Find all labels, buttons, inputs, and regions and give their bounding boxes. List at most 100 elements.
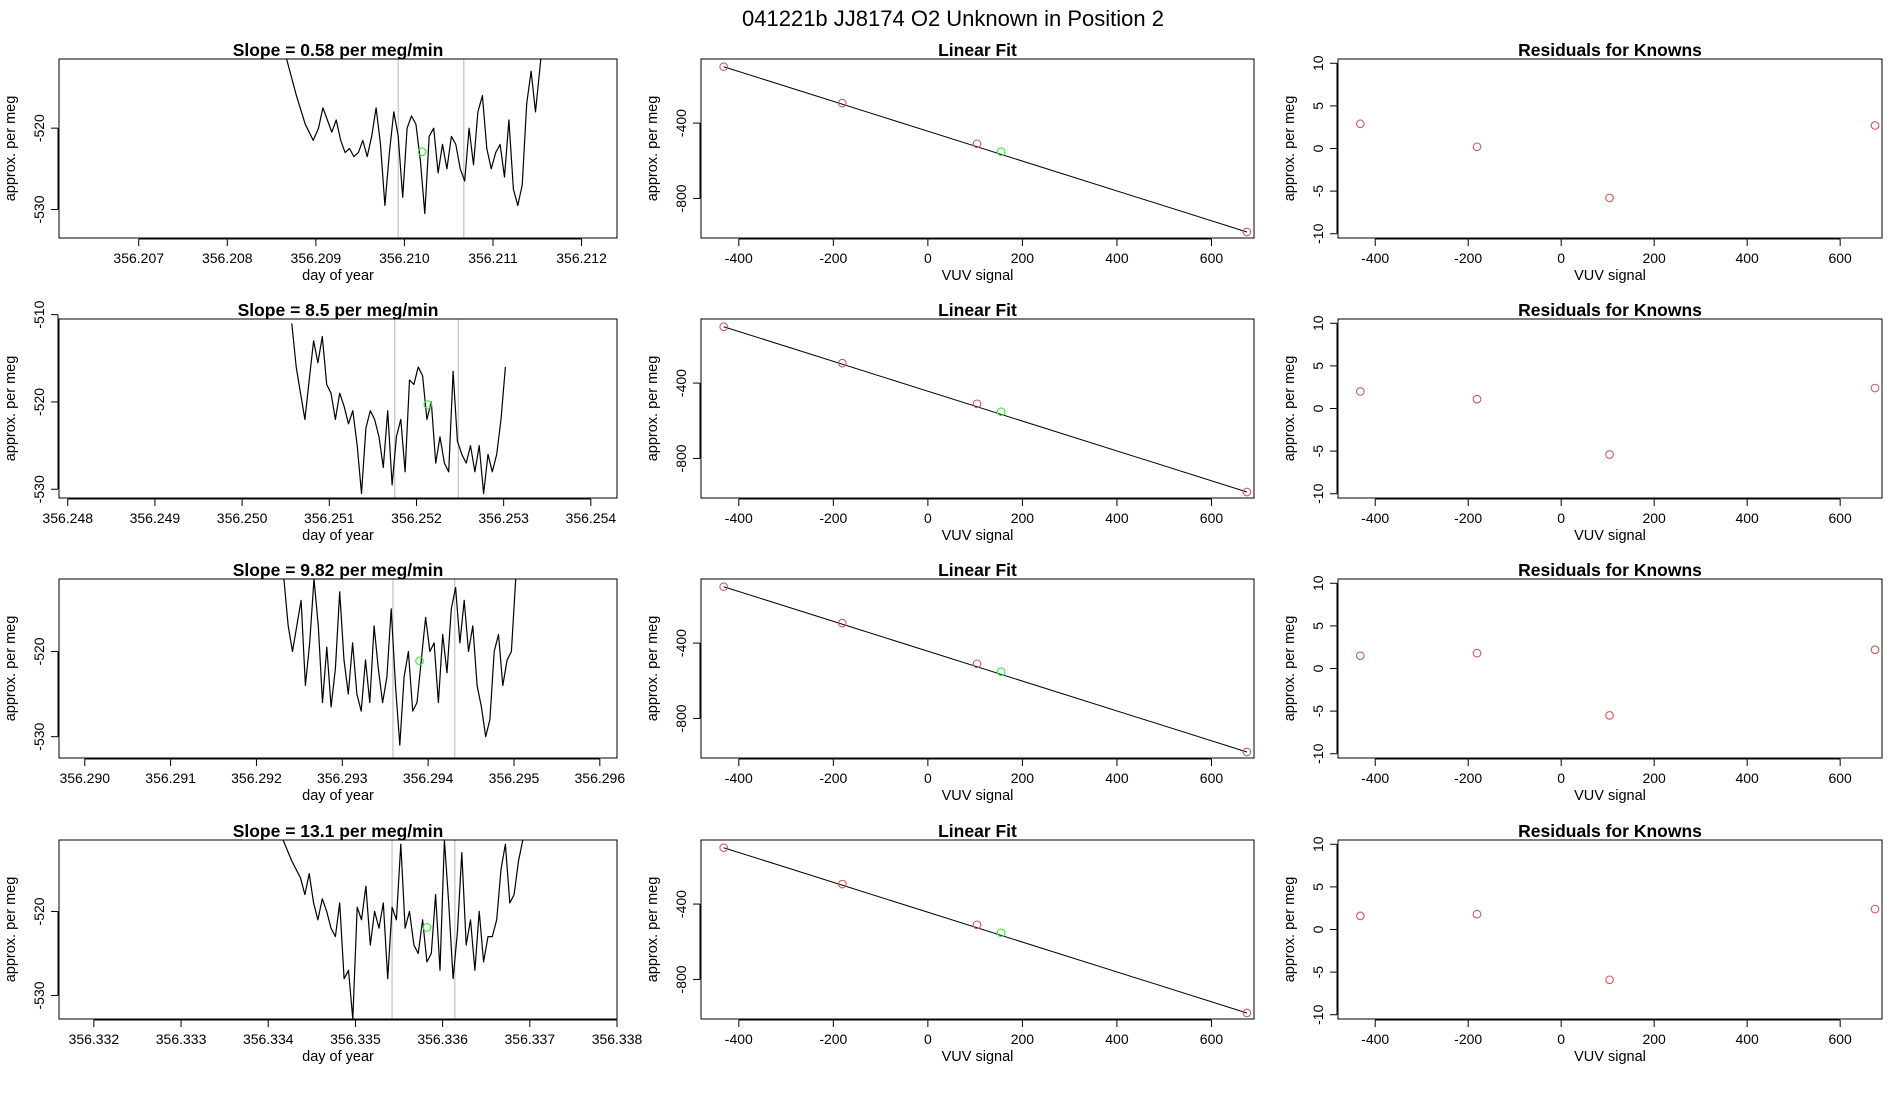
x-tick-label: 356.291 (145, 770, 196, 786)
y-axis-label: approx. per meg (1282, 356, 1298, 462)
x-tick-label: 356.296 (575, 770, 626, 786)
plot-area (719, 322, 1252, 497)
panel-title: Slope = 13.1 per meg/min (233, 821, 444, 841)
plot-area (283, 579, 517, 758)
x-axis: -400 -200 0 200 400 600 (1361, 758, 1852, 786)
y-tick-label: -10 (1310, 1004, 1326, 1024)
x-tick-label: -200 (819, 250, 847, 266)
y-tick-label: 5 (1310, 883, 1326, 891)
x-tick-label: 356.336 (417, 1031, 468, 1047)
y-axis: -400 -800 (673, 369, 701, 472)
x-tick-label: 0 (924, 1031, 932, 1047)
x-tick-label: 600 (1200, 510, 1224, 526)
x-tick-label: 356.249 (130, 510, 181, 526)
y-axis: -510 -520 -530 (31, 300, 59, 503)
series-line (291, 323, 506, 495)
plot-area (1355, 645, 1880, 720)
y-axis: -520 -530 (31, 114, 59, 224)
fit-line (723, 586, 1248, 753)
residual-point (1355, 119, 1365, 129)
x-tick-label: 600 (1200, 770, 1224, 786)
known-point (1242, 1008, 1252, 1018)
y-tick-label: -530 (31, 722, 47, 750)
y-axis-label: approx. per meg (1282, 877, 1298, 983)
plot-frame (58, 839, 618, 1020)
x-tick-label: -400 (1361, 770, 1389, 786)
residual-point (1472, 909, 1482, 919)
y-tick-label: -520 (31, 388, 47, 416)
residual-point (1870, 904, 1880, 914)
fit-line (723, 326, 1248, 493)
x-tick-label: 356.293 (317, 770, 368, 786)
x-tick-label: 356.337 (505, 1031, 556, 1047)
x-tick-label: 356.251 (304, 510, 355, 526)
unknown-point (423, 400, 433, 409)
y-tick-label: -800 (673, 965, 689, 993)
x-tick-label: 400 (1735, 1031, 1759, 1047)
x-tick-label: 400 (1105, 510, 1129, 526)
x-tick-label: -400 (725, 510, 753, 526)
x-tick-label: 356.335 (330, 1031, 381, 1047)
x-tick-label: 0 (924, 250, 932, 266)
plot-frame (700, 839, 1255, 1020)
residual-point (1605, 711, 1614, 720)
x-axis: 356.248 356.249 356.250 356.251 356.252 356.2… (42, 498, 616, 526)
y-axis: 10 5 0 -5 -10 (1310, 836, 1338, 1025)
x-tick-label: 0 (1557, 1031, 1565, 1047)
x-tick-label: 400 (1105, 1031, 1129, 1047)
panel-r2-c2: -400 -200 0 200 400 600 VUV signal -400 -800 appr… (645, 300, 1255, 544)
x-tick-label: 200 (1642, 510, 1666, 526)
x-tick-label: 356.209 (291, 250, 342, 266)
residual-point (1355, 387, 1365, 396)
x-axis-label: VUV signal (1574, 268, 1646, 284)
x-tick-label: 356.253 (478, 510, 529, 526)
series-line (283, 579, 517, 746)
y-tick-label: -800 (673, 704, 689, 732)
y-axis-label: approx. per meg (645, 877, 661, 983)
panel-title: Slope = 9.82 per meg/min (233, 560, 444, 580)
x-tick-label: 356.208 (202, 250, 253, 266)
y-axis: -400 -800 (673, 629, 701, 732)
x-tick-label: 0 (1557, 770, 1565, 786)
x-tick-label: 200 (1642, 770, 1666, 786)
x-tick-label: 200 (1011, 770, 1035, 786)
y-tick-label: 10 (1310, 55, 1326, 71)
y-axis: -520 -530 (31, 897, 59, 1009)
x-tick-label: 400 (1735, 250, 1759, 266)
plot-frame (1337, 839, 1883, 1020)
x-tick-label: 356.212 (556, 250, 607, 266)
x-axis-label: VUV signal (942, 268, 1014, 284)
series-line (286, 59, 542, 215)
plot-frame (1337, 318, 1883, 499)
x-tick-label: 200 (1011, 1031, 1035, 1047)
known-point (837, 98, 847, 108)
y-tick-label: -10 (1310, 483, 1326, 503)
x-axis: -400 -200 0 200 400 600 (1361, 1019, 1852, 1047)
y-tick-label: -5 (1310, 705, 1326, 718)
series-line (282, 840, 524, 1019)
y-tick-label: 10 (1310, 836, 1326, 852)
known-point (719, 843, 729, 853)
x-tick-label: -400 (725, 1031, 753, 1047)
x-axis: 356.207 356.208 356.209 356.210 356.211 356.2… (113, 238, 607, 266)
x-tick-label: 400 (1735, 770, 1759, 786)
x-tick-label: 600 (1828, 770, 1852, 786)
known-point (972, 659, 982, 669)
x-tick-label: 600 (1200, 250, 1224, 266)
x-axis: -400 -200 0 200 400 600 (1361, 238, 1852, 266)
plot-frame (58, 578, 618, 759)
y-tick-label: -10 (1310, 743, 1326, 763)
unknown-point (996, 407, 1006, 417)
unknown-point (996, 147, 1006, 157)
panel-r4-c2: -400 -200 0 200 400 600 VUV signal -400 -800 appr… (645, 821, 1255, 1065)
x-tick-label: 200 (1011, 250, 1035, 266)
residual-point (1472, 394, 1482, 404)
x-axis-label: day of year (302, 1049, 374, 1065)
plot-frame (1337, 578, 1883, 759)
y-axis-label: approx. per meg (3, 96, 19, 202)
y-tick-label: 10 (1310, 315, 1326, 331)
y-tick-label: -10 (1310, 223, 1326, 243)
panel-r1-c3: -400 -200 0 200 400 600 VUV signal 10 5 0 -5 -10 app… (1282, 40, 1883, 284)
y-tick-label: -530 (31, 475, 47, 503)
